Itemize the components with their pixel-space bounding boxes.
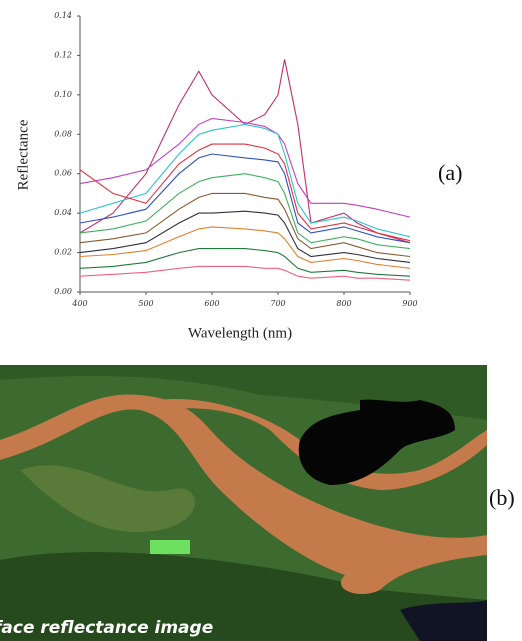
x-tick-label: 900 <box>402 299 417 308</box>
spectrum-line <box>79 248 411 277</box>
y-tick-label: 0.06 <box>54 169 72 178</box>
y-tick-label: 0.04 <box>54 208 72 217</box>
spectrum-line <box>79 226 411 269</box>
spectrum-line <box>79 59 411 244</box>
x-axis-title: Wavelength (nm) <box>188 325 292 341</box>
x-tick-label: 800 <box>336 299 351 308</box>
x-tick-label: 400 <box>71 299 87 308</box>
x-tick-label: 500 <box>138 299 153 308</box>
y-tick-label: 0.14 <box>54 11 72 20</box>
dark-water <box>400 600 487 641</box>
spectrum-line <box>79 265 411 281</box>
plot-area: 0.00 0.02 0.04 0.06 0.08 0.10 0.12 0.14 400 500 60… <box>54 11 417 308</box>
y-axis-title: Reflectance <box>15 119 31 190</box>
y-tick-label: 0.00 <box>54 287 72 296</box>
black-patch <box>298 399 455 485</box>
spectrum-line <box>79 210 411 263</box>
satellite-image: face reflectance image <box>0 365 487 641</box>
panel-label: (b) <box>489 485 515 510</box>
y-tick-label: 0.08 <box>54 129 72 138</box>
x-tick-label: 600 <box>204 299 219 308</box>
x-tick-label: 700 <box>270 299 285 308</box>
y-tick-label: 0.12 <box>54 50 72 59</box>
forest <box>0 551 487 641</box>
image-caption: face reflectance image <box>0 618 213 638</box>
spectrum-line <box>79 143 411 242</box>
field <box>20 465 195 532</box>
spectrum-line <box>79 123 411 238</box>
spectrum-line <box>79 117 411 218</box>
bright-field <box>150 540 190 554</box>
y-tick-label: 0.02 <box>54 248 72 257</box>
spectrum-line <box>79 192 411 258</box>
river <box>0 394 487 595</box>
spectrum-line <box>79 173 411 250</box>
forest <box>0 365 487 420</box>
y-tick-label: 0.10 <box>54 90 72 99</box>
spectrum-line <box>79 153 411 244</box>
panel-label: (a) <box>438 160 462 185</box>
